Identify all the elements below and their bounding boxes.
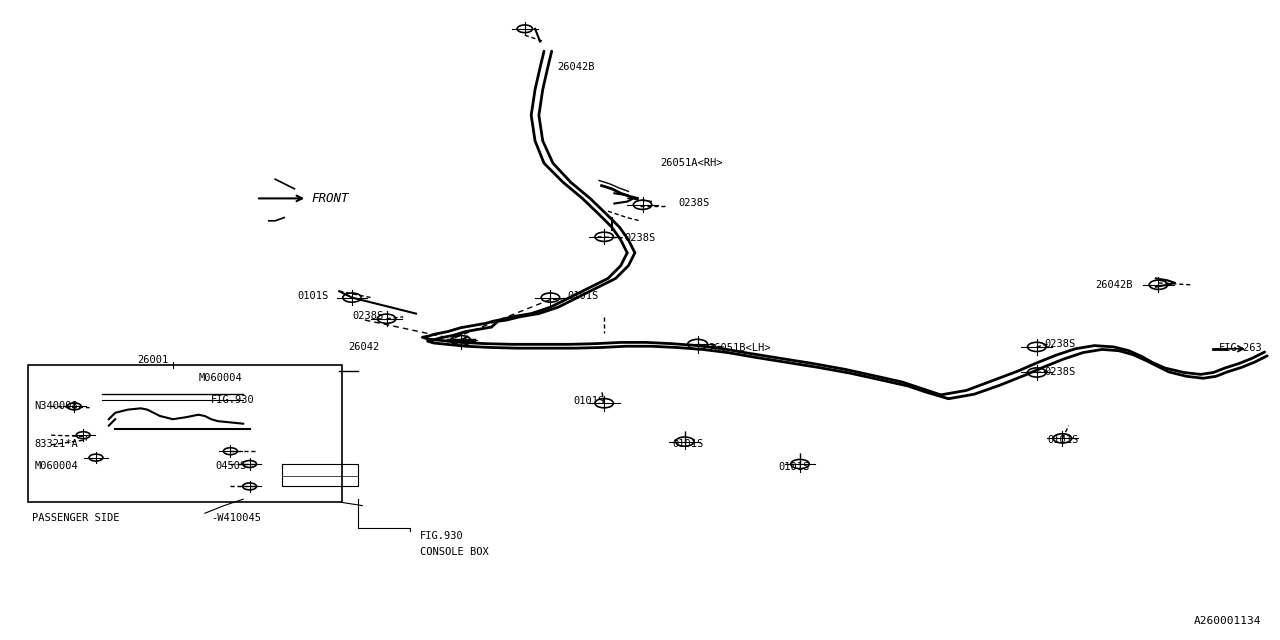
Text: 0450S: 0450S [215,461,246,471]
Text: -W410045: -W410045 [211,513,261,524]
Text: 26051A<RH>: 26051A<RH> [660,158,723,168]
Text: 0238S: 0238S [625,233,655,243]
Text: 26042B: 26042B [1096,280,1133,290]
Text: 26042B: 26042B [557,62,594,72]
Text: FRONT: FRONT [311,192,348,205]
Text: 0101S: 0101S [297,291,328,301]
Text: 83321*A: 83321*A [35,438,78,449]
Text: 0101S: 0101S [778,462,809,472]
Text: N340008: N340008 [35,401,78,412]
Text: 26001: 26001 [137,355,168,365]
Text: FIG.930: FIG.930 [420,531,463,541]
Text: FIG.263: FIG.263 [1219,342,1262,353]
Text: A260001134: A260001134 [1193,616,1261,626]
Text: 0238S: 0238S [1044,367,1075,378]
Text: CONSOLE BOX: CONSOLE BOX [420,547,489,557]
Text: 0238S: 0238S [1044,339,1075,349]
Text: M060004: M060004 [198,372,242,383]
Text: 26051B<LH>: 26051B<LH> [708,343,771,353]
Text: 0101S: 0101S [567,291,598,301]
Text: FIG.930: FIG.930 [211,395,255,405]
Text: 26042: 26042 [348,342,379,352]
Text: 0238S: 0238S [678,198,709,208]
Bar [28,365,342,502]
Text: 0238S: 0238S [352,311,383,321]
Text: 0101S: 0101S [573,396,604,406]
Text: 0101S: 0101S [1047,435,1078,445]
Text: PASSENGER SIDE: PASSENGER SIDE [32,513,119,524]
Text: 0101S: 0101S [672,438,703,449]
Text: M060004: M060004 [35,461,78,471]
